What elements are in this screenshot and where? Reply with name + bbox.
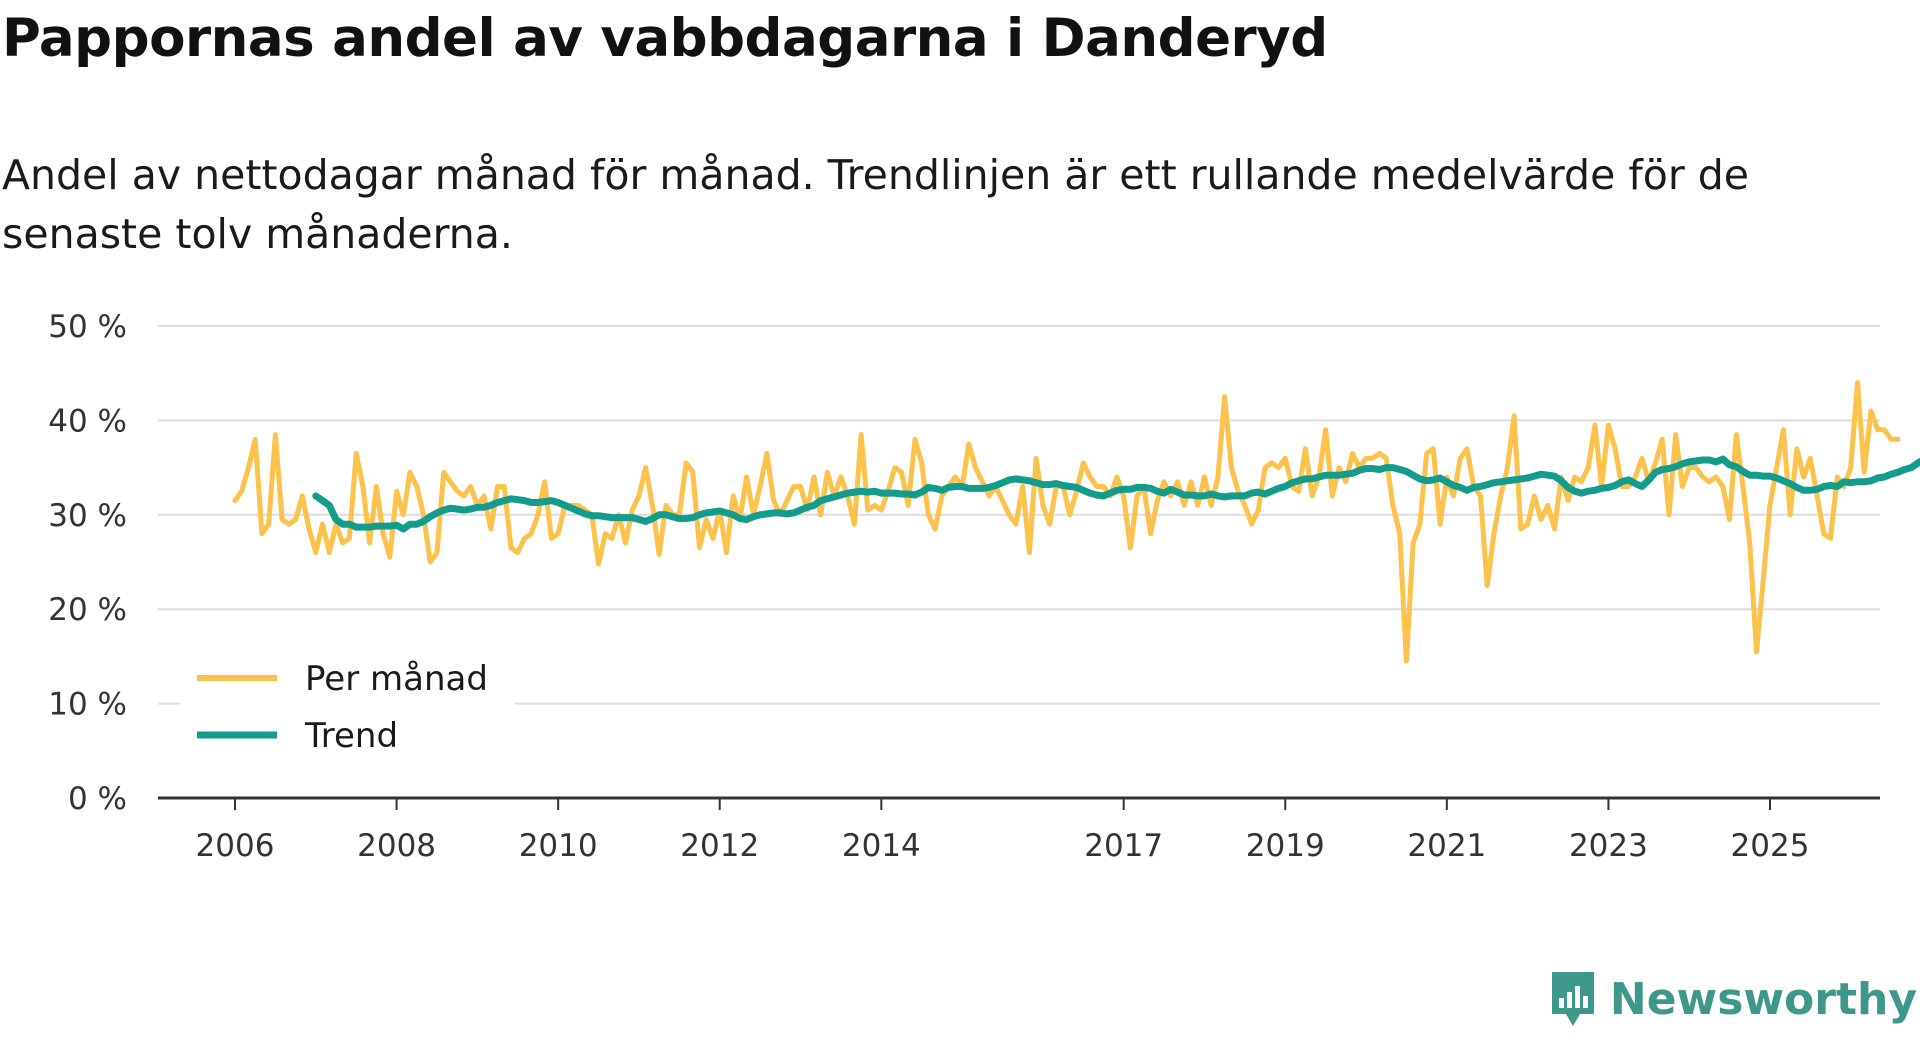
legend-label: Per månad [305, 659, 488, 699]
legend: Per månad Trend [180, 650, 515, 770]
x-tick-label: 2021 [1407, 828, 1486, 864]
x-tick-label: 2019 [1246, 828, 1325, 864]
x-tick-label: 2023 [1569, 828, 1648, 864]
chart-subtitle: Andel av nettodagar månad för månad. Tre… [2, 151, 1749, 258]
y-tick-label: 40 % [48, 403, 127, 439]
legend-label: Trend [304, 716, 398, 756]
y-tick-label: 20 % [48, 592, 127, 628]
x-tick-label: 2014 [842, 828, 921, 864]
x-tick-label: 2012 [680, 828, 759, 864]
bar-chart-logo-icon [1551, 972, 1594, 1026]
x-tick-label: 2025 [1731, 828, 1810, 864]
brand-name: Newsworthy [1609, 973, 1917, 1025]
x-tick-label: 2010 [519, 828, 598, 864]
x-tick-label: 2017 [1084, 828, 1163, 864]
chart-title: Pappornas andel av vabbdagarna i Dandery… [2, 8, 1328, 69]
y-axis-ticks: 0 % 10 % 20 % 30 % 40 % 50 % [48, 309, 127, 817]
legend-background [180, 650, 515, 770]
series-line-per-manad [232, 380, 1901, 664]
grid-lines [158, 325, 1880, 705]
brand-logo: Newsworthy [1548, 968, 1917, 1030]
y-tick-label: 30 % [48, 498, 127, 534]
x-axis-ticks: 2006 2008 2010 2012 2014 2017 2019 2021 2023 2025 [158, 796, 1880, 864]
series-lines [232, 380, 1920, 664]
series-line-trend [312, 455, 1920, 533]
y-tick-label: 0 % [68, 781, 127, 817]
y-tick-label: 10 % [48, 687, 127, 723]
x-tick-label: 2008 [357, 828, 436, 864]
x-tick-label: 2006 [196, 828, 275, 864]
y-tick-label: 50 % [48, 309, 127, 345]
